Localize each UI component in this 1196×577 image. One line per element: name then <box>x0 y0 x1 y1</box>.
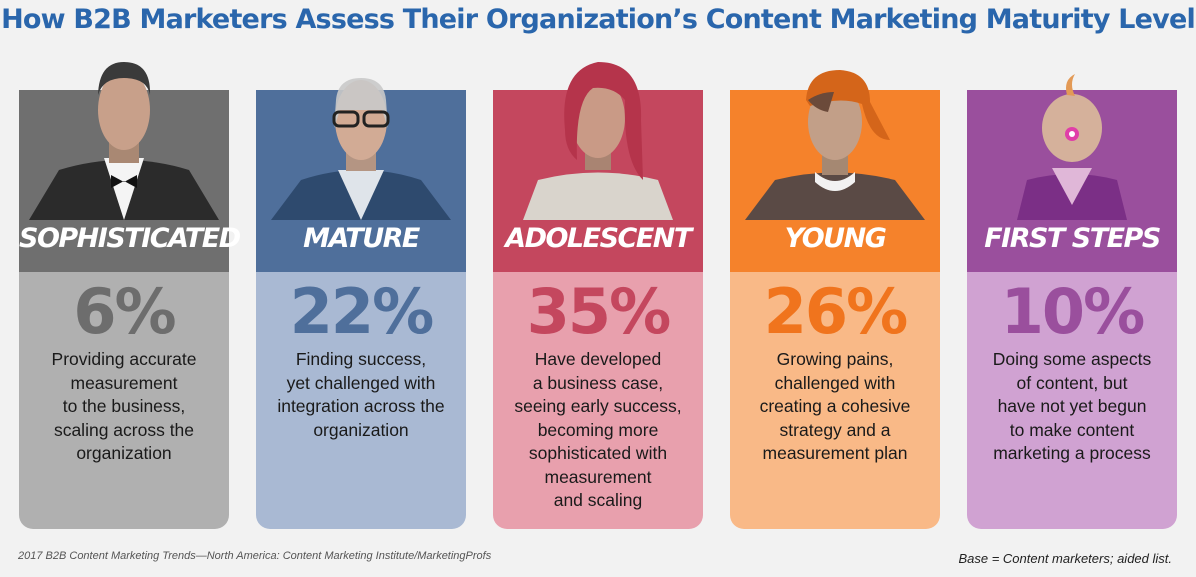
description-line: Finding success, <box>295 349 427 369</box>
category-label: SOPHISTICATED <box>19 223 241 254</box>
value-panel <box>493 272 703 529</box>
description-line: seeing early success, <box>514 396 682 416</box>
description-line: to make content <box>1009 419 1135 440</box>
description-line: sophisticated with <box>528 443 668 463</box>
description-line: and scaling <box>553 490 643 510</box>
maturity-column: ADOLESCENT 35% Have developed a business ca… <box>493 0 703 577</box>
maturity-column: YOUNG 26% Growing pains, challenged with cre… <box>730 0 940 577</box>
category-label: YOUNG <box>784 223 887 254</box>
percent-value: 26% <box>763 275 908 348</box>
category-description: Finding success, yet challenged with integ… <box>256 348 466 442</box>
persona-illustration <box>493 40 703 220</box>
value-panel <box>967 272 1177 529</box>
category-description: Doing some aspects of content, but have no… <box>967 348 1177 466</box>
maturity-column: MATURE 22% Finding success, yet challenged … <box>256 0 466 577</box>
description-line: integration across the <box>277 396 445 416</box>
category-label: FIRST STEPS <box>984 223 1161 254</box>
persona-illustration <box>256 40 466 220</box>
description-line: organization <box>313 419 409 440</box>
persona-illustration <box>730 40 940 220</box>
persona-illustration <box>19 40 229 220</box>
description-line: strategy and a <box>779 419 891 440</box>
description-line: of content, but <box>1016 372 1128 393</box>
percent-value: 22% <box>289 275 434 348</box>
chart-title: How B2B Marketers Assess Their Organizat… <box>1 4 1196 35</box>
percent-value: 35% <box>526 275 671 348</box>
maturity-column: FIRST STEPS 10% Doing some aspects of conte… <box>967 0 1177 577</box>
description-line: measurement plan <box>762 443 908 463</box>
description-line: measurement <box>544 466 652 487</box>
description-line: have not yet begun <box>997 396 1147 416</box>
description-line: to the business, <box>62 396 186 416</box>
percent-value: 6% <box>73 275 176 348</box>
description-line: a business case, <box>532 372 664 393</box>
base-note: Base = Content marketers; aided list. <box>958 551 1172 566</box>
source-note: 2017 B2B Content Marketing Trends—North … <box>18 550 492 562</box>
percent-value: 10% <box>1000 275 1145 348</box>
maturity-column: SOPHISTICATED 6% Providing accurate measure… <box>19 0 241 577</box>
description-line: scaling across the <box>53 419 195 440</box>
description-line: Doing some aspects <box>992 349 1152 369</box>
value-panel <box>19 272 229 529</box>
category-label: MATURE <box>303 223 420 254</box>
description-line: Have developed <box>534 349 662 369</box>
category-description: Providing accurate measurement to the busi… <box>19 348 229 466</box>
description-line: marketing a process <box>993 443 1151 463</box>
category-label: ADOLESCENT <box>505 223 692 254</box>
persona-illustration <box>967 40 1177 220</box>
category-description: Growing pains, challenged with creating a … <box>730 348 940 466</box>
description-line: organization <box>76 443 172 463</box>
category-description: Have developed a business case, seeing ear… <box>493 348 703 513</box>
value-panel <box>730 272 940 529</box>
value-panel <box>256 272 466 529</box>
description-line: Providing accurate <box>51 349 197 369</box>
description-line: creating a cohesive <box>759 396 911 416</box>
description-line: measurement <box>70 372 178 393</box>
description-line: yet challenged with <box>286 372 436 393</box>
description-line: becoming more <box>537 419 659 440</box>
description-line: challenged with <box>774 372 896 393</box>
description-line: Growing pains, <box>776 349 894 369</box>
